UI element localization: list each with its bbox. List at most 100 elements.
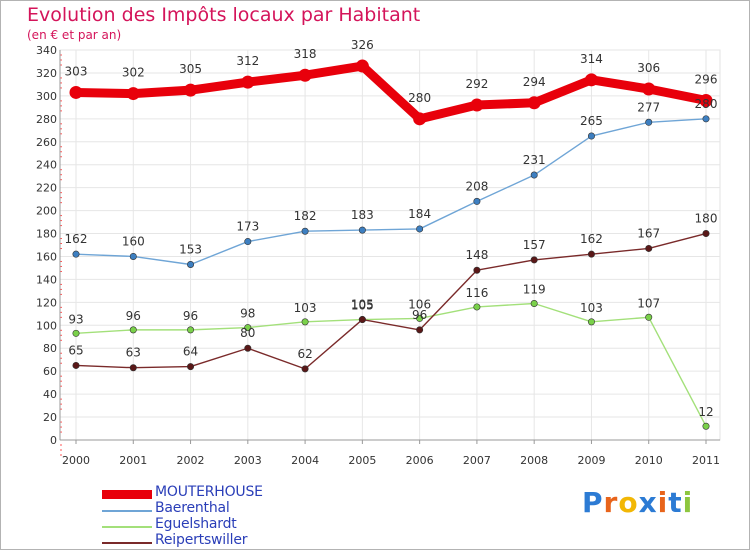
data-point-eguelshardt <box>473 303 481 311</box>
data-label-eguelshardt: 107 <box>637 296 660 310</box>
data-label-mouterhouse: 296 <box>695 72 718 86</box>
data-label-eguelshardt: 96 <box>183 309 198 323</box>
data-label-mouterhouse: 318 <box>294 47 317 61</box>
data-label-eguelshardt: 98 <box>240 307 255 321</box>
data-label-baerenthal: 208 <box>465 179 488 193</box>
logo-letter: x <box>638 486 658 519</box>
data-label-reipertswiller: 65 <box>68 343 83 357</box>
data-label-reipertswiller: 157 <box>523 238 546 252</box>
legend-swatch-baerenthal <box>102 510 152 512</box>
data-label-baerenthal: 265 <box>580 114 603 128</box>
y-tick-label: 60 <box>43 365 57 378</box>
data-point-mouterhouse <box>298 68 312 82</box>
data-point-reipertswiller <box>301 365 309 373</box>
x-tick-label: 2005 <box>348 454 376 467</box>
plot-area <box>59 49 721 441</box>
y-tick-label: 280 <box>36 113 57 126</box>
series-line-eguelshardt <box>75 302 707 427</box>
data-point-reipertswiller <box>244 344 252 352</box>
data-label-baerenthal: 277 <box>637 100 660 114</box>
data-label-baerenthal: 153 <box>179 243 202 257</box>
data-label-eguelshardt: 105 <box>351 299 374 313</box>
data-point-reipertswiller <box>416 326 424 334</box>
data-point-baerenthal <box>645 118 653 126</box>
y-tick-label: 80 <box>43 342 57 355</box>
data-label-reipertswiller: 80 <box>240 326 255 340</box>
y-tick-label: 20 <box>43 411 57 424</box>
data-label-eguelshardt: 103 <box>294 301 317 315</box>
data-point-baerenthal <box>473 197 481 205</box>
x-tick-label: 2002 <box>177 454 205 467</box>
chart-title: Evolution des Impôts locaux par Habitant <box>27 4 421 26</box>
data-point-mouterhouse <box>470 98 484 112</box>
x-tick-label: 2010 <box>635 454 663 467</box>
legend-label-mouterhouse: MOUTERHOUSE <box>155 484 263 500</box>
legend-label-reipertswiller: Reipertswiller <box>155 532 248 548</box>
data-point-eguelshardt <box>587 318 595 326</box>
y-tick-label: 200 <box>36 205 57 218</box>
y-tick-label: 100 <box>36 319 57 332</box>
data-point-eguelshardt <box>645 313 653 321</box>
data-point-eguelshardt <box>702 422 710 430</box>
data-label-reipertswiller: 167 <box>637 226 660 240</box>
x-tick-label: 2000 <box>62 454 90 467</box>
data-point-eguelshardt <box>416 314 424 322</box>
y-tick-label: 120 <box>36 296 57 309</box>
data-point-baerenthal <box>244 238 252 246</box>
data-point-eguelshardt <box>244 324 252 332</box>
data-label-baerenthal: 184 <box>408 207 431 221</box>
legend-label-baerenthal: Baerenthal <box>155 500 230 516</box>
data-point-mouterhouse <box>699 93 713 107</box>
logo-letter: o <box>618 486 639 519</box>
data-point-baerenthal <box>301 227 309 235</box>
data-point-mouterhouse <box>413 112 427 126</box>
data-label-reipertswiller: 105 <box>351 298 374 312</box>
y-tick-label: 320 <box>36 67 57 80</box>
data-point-baerenthal <box>358 226 366 234</box>
logo-letter: i <box>682 486 694 519</box>
data-point-mouterhouse <box>126 87 140 101</box>
data-label-mouterhouse: 305 <box>179 62 202 76</box>
y-tick-label: 240 <box>36 159 57 172</box>
data-point-reipertswiller <box>473 266 481 274</box>
y-tick-label: 300 <box>36 90 57 103</box>
data-point-reipertswiller <box>702 230 710 238</box>
data-label-reipertswiller: 96 <box>412 308 427 322</box>
data-label-baerenthal: 162 <box>65 232 88 246</box>
series-line-reipertswiller <box>75 232 707 370</box>
y-tick-label: 160 <box>36 250 57 263</box>
x-tick-label: 2004 <box>291 454 319 467</box>
data-label-mouterhouse: 302 <box>122 66 145 80</box>
legend-swatch-mouterhouse <box>102 490 152 499</box>
data-point-eguelshardt <box>301 318 309 326</box>
data-point-reipertswiller <box>187 363 195 371</box>
data-label-eguelshardt: 106 <box>408 297 431 311</box>
x-tick-label: 2006 <box>406 454 434 467</box>
x-tick-label: 2008 <box>520 454 548 467</box>
data-label-reipertswiller: 64 <box>183 345 198 359</box>
data-point-baerenthal <box>702 115 710 123</box>
series-line-mouterhouse <box>75 61 707 124</box>
data-point-mouterhouse <box>584 73 598 87</box>
x-tick-label: 2007 <box>463 454 491 467</box>
data-point-reipertswiller <box>645 244 653 252</box>
data-point-mouterhouse <box>69 85 83 99</box>
series-line-baerenthal <box>75 118 707 266</box>
proxiti-logo: Proxiti <box>582 486 693 519</box>
data-label-baerenthal: 182 <box>294 209 317 223</box>
y-tick-label: 0 <box>50 434 57 447</box>
data-label-mouterhouse: 312 <box>236 54 259 68</box>
data-label-mouterhouse: 314 <box>580 52 603 66</box>
data-label-baerenthal: 280 <box>695 97 718 111</box>
data-label-eguelshardt: 96 <box>126 309 141 323</box>
data-label-reipertswiller: 62 <box>297 347 312 361</box>
data-point-mouterhouse <box>184 83 198 97</box>
legend-label-eguelshardt: Eguelshardt <box>155 516 237 532</box>
data-point-baerenthal <box>187 260 195 268</box>
y-tick-label: 260 <box>36 136 57 149</box>
data-label-mouterhouse: 292 <box>465 77 488 91</box>
data-point-eguelshardt <box>530 299 538 307</box>
data-point-eguelshardt <box>187 326 195 334</box>
data-label-mouterhouse: 294 <box>523 75 546 89</box>
